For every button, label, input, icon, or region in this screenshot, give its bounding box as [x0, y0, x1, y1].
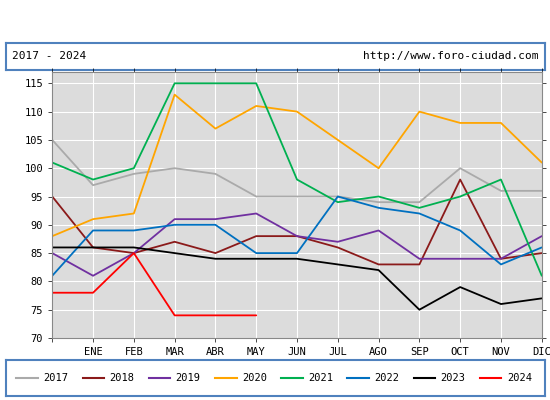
Text: Evolucion del paro registrado en El Garrobo: Evolucion del paro registrado en El Garr… — [79, 14, 471, 28]
Text: 2018: 2018 — [109, 373, 134, 383]
Text: 2017 - 2024: 2017 - 2024 — [12, 51, 86, 61]
Text: 2019: 2019 — [175, 373, 201, 383]
Text: 2022: 2022 — [375, 373, 399, 383]
Text: http://www.foro-ciudad.com: http://www.foro-ciudad.com — [362, 51, 538, 61]
Text: 2023: 2023 — [441, 373, 465, 383]
Text: 2017: 2017 — [43, 373, 68, 383]
Text: 2024: 2024 — [507, 373, 532, 383]
Text: 2021: 2021 — [308, 373, 333, 383]
Text: 2020: 2020 — [242, 373, 267, 383]
